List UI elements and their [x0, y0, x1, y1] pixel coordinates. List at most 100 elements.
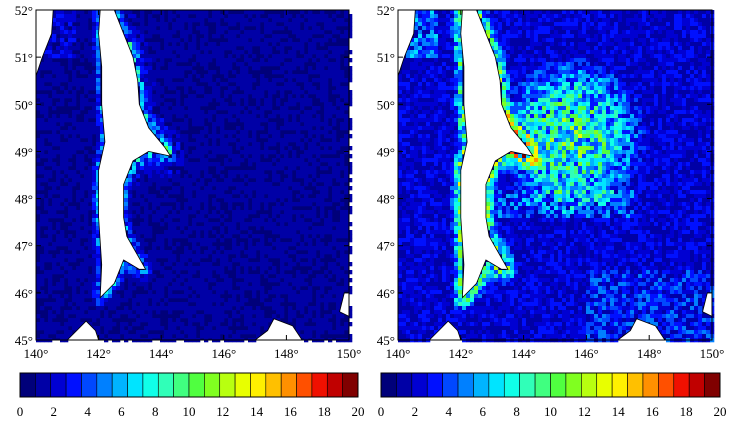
colorbar-swatch [426, 372, 443, 398]
colorbar-swatch [380, 372, 397, 398]
lat-tick-label: 52° [15, 3, 33, 18]
colorbar-swatch [296, 372, 313, 398]
colorbar-tick-label: 6 [118, 404, 125, 419]
colorbar-swatch [688, 372, 705, 398]
concentration-raster [398, 10, 715, 343]
colorbar-swatch [411, 372, 428, 398]
colorbar-swatch [488, 372, 505, 398]
map-panel-right: 45° 46° 47° 48° 49° 50° 51° 52° 140° 142° 144° 146°… [377, 3, 725, 361]
colorbar-swatch [204, 372, 221, 398]
colorbar-tick-label: 18 [680, 404, 693, 419]
colorbar-swatch [503, 372, 520, 398]
colorbar-swatch [342, 372, 359, 398]
lat-tick-label: 51° [377, 50, 395, 65]
colorbar-swatch [111, 372, 128, 398]
lat-tick-label: 46° [377, 286, 395, 301]
colorbar-swatch [280, 372, 297, 398]
colorbar-swatch [658, 372, 675, 398]
colorbar-swatch [96, 372, 113, 398]
colorbar-swatch [442, 372, 459, 398]
lat-tick-label: 45° [377, 333, 395, 348]
colorbar-swatch [519, 372, 536, 398]
colorbar-swatch [457, 372, 474, 398]
colorbar-tick-label: 10 [183, 404, 196, 419]
sakhalin-island [460, 9, 534, 299]
colorbar-right: 0 2 4 6 8 10 12 14 16 18 20 [378, 372, 727, 419]
lat-tick-label: 45° [15, 333, 33, 348]
concentration-raster [36, 10, 353, 343]
lon-tick-label: 146° [211, 346, 236, 361]
lat-tick-label: 49° [377, 144, 395, 159]
colorbar-swatch [35, 372, 52, 398]
colorbar-tick-label: 14 [612, 404, 626, 419]
colorbar-tick-label: 4 [84, 404, 91, 419]
colorbar-tick-label: 12 [578, 404, 591, 419]
colorbar-tick-label: 12 [216, 404, 229, 419]
colorbar-swatch [50, 372, 67, 398]
colorbar-swatch [188, 372, 205, 398]
colorbar-tick-label: 2 [51, 404, 58, 419]
lon-tick-label: 146° [574, 346, 599, 361]
lat-tick-label: 49° [15, 144, 33, 159]
colorbar-swatch [65, 372, 82, 398]
lat-tick-label: 50° [15, 97, 33, 112]
lat-tick-label: 48° [15, 192, 33, 207]
lat-tick-label: 52° [377, 3, 395, 18]
lat-tick-label: 47° [377, 239, 395, 254]
colorbar-swatch [173, 372, 190, 398]
colorbar-tick-label: 0 [378, 404, 385, 419]
lat-tick-label: 51° [15, 50, 33, 65]
colorbar-swatch [219, 372, 236, 398]
colorbar-left: 0 2 4 6 8 10 12 14 16 18 20 [17, 372, 365, 419]
map-panel-left: 45° 46° 47° 48° 49° 50° 51° 52° 140° 142° 144° 146°… [15, 3, 362, 361]
lon-tick-label: 150° [337, 346, 362, 361]
colorbar-tick-label: 0 [17, 404, 24, 419]
colorbar-tick-label: 4 [446, 404, 453, 419]
lon-tick-label: 148° [274, 346, 299, 361]
lon-tick-label: 142° [86, 346, 111, 361]
lat-tick-label: 47° [15, 239, 33, 254]
colorbar-tick-label: 16 [646, 404, 660, 419]
colorbar-tick-label: 18 [318, 404, 331, 419]
colorbar-tick-label: 20 [352, 404, 365, 419]
colorbar-swatch [642, 372, 659, 398]
colorbar-swatch [704, 372, 721, 398]
colorbar-swatch [534, 372, 551, 398]
colorbar-swatch [127, 372, 144, 398]
colorbar-tick-label: 16 [284, 404, 298, 419]
colorbar-swatch [627, 372, 644, 398]
lat-tick-label: 48° [377, 192, 395, 207]
lon-tick-label: 140° [386, 346, 411, 361]
colorbar-swatch [142, 372, 159, 398]
colorbar-swatch [550, 372, 567, 398]
colorbar-swatch [673, 372, 690, 398]
colorbar-tick-label: 8 [513, 404, 520, 419]
lon-tick-label: 140° [24, 346, 49, 361]
lon-tick-label: 150° [700, 346, 725, 361]
colorbar-swatch [473, 372, 490, 398]
colorbar-swatch [157, 372, 174, 398]
colorbar-swatch [581, 372, 598, 398]
colorbar-swatch [19, 372, 36, 398]
colorbar-tick-label: 8 [152, 404, 159, 419]
colorbar-swatch [611, 372, 628, 398]
map-frame [35, 9, 350, 341]
lon-tick-label: 142° [448, 346, 473, 361]
colorbar-swatch [81, 372, 98, 398]
colorbar-swatch [565, 372, 582, 398]
colorbar-swatch [396, 372, 413, 398]
sakhalin-island [98, 9, 172, 299]
lon-tick-label: 144° [511, 346, 536, 361]
colorbar-tick-label: 6 [479, 404, 486, 419]
lat-tick-label: 50° [377, 97, 395, 112]
colorbar-swatch [265, 372, 282, 398]
colorbar-swatch [250, 372, 267, 398]
colorbar-tick-label: 14 [250, 404, 264, 419]
colorbar-swatch [326, 372, 343, 398]
colorbar-swatch [596, 372, 613, 398]
colorbar-swatch [234, 372, 251, 398]
lat-tick-label: 46° [15, 286, 33, 301]
lon-tick-label: 144° [149, 346, 174, 361]
colorbar-swatch [311, 372, 328, 398]
